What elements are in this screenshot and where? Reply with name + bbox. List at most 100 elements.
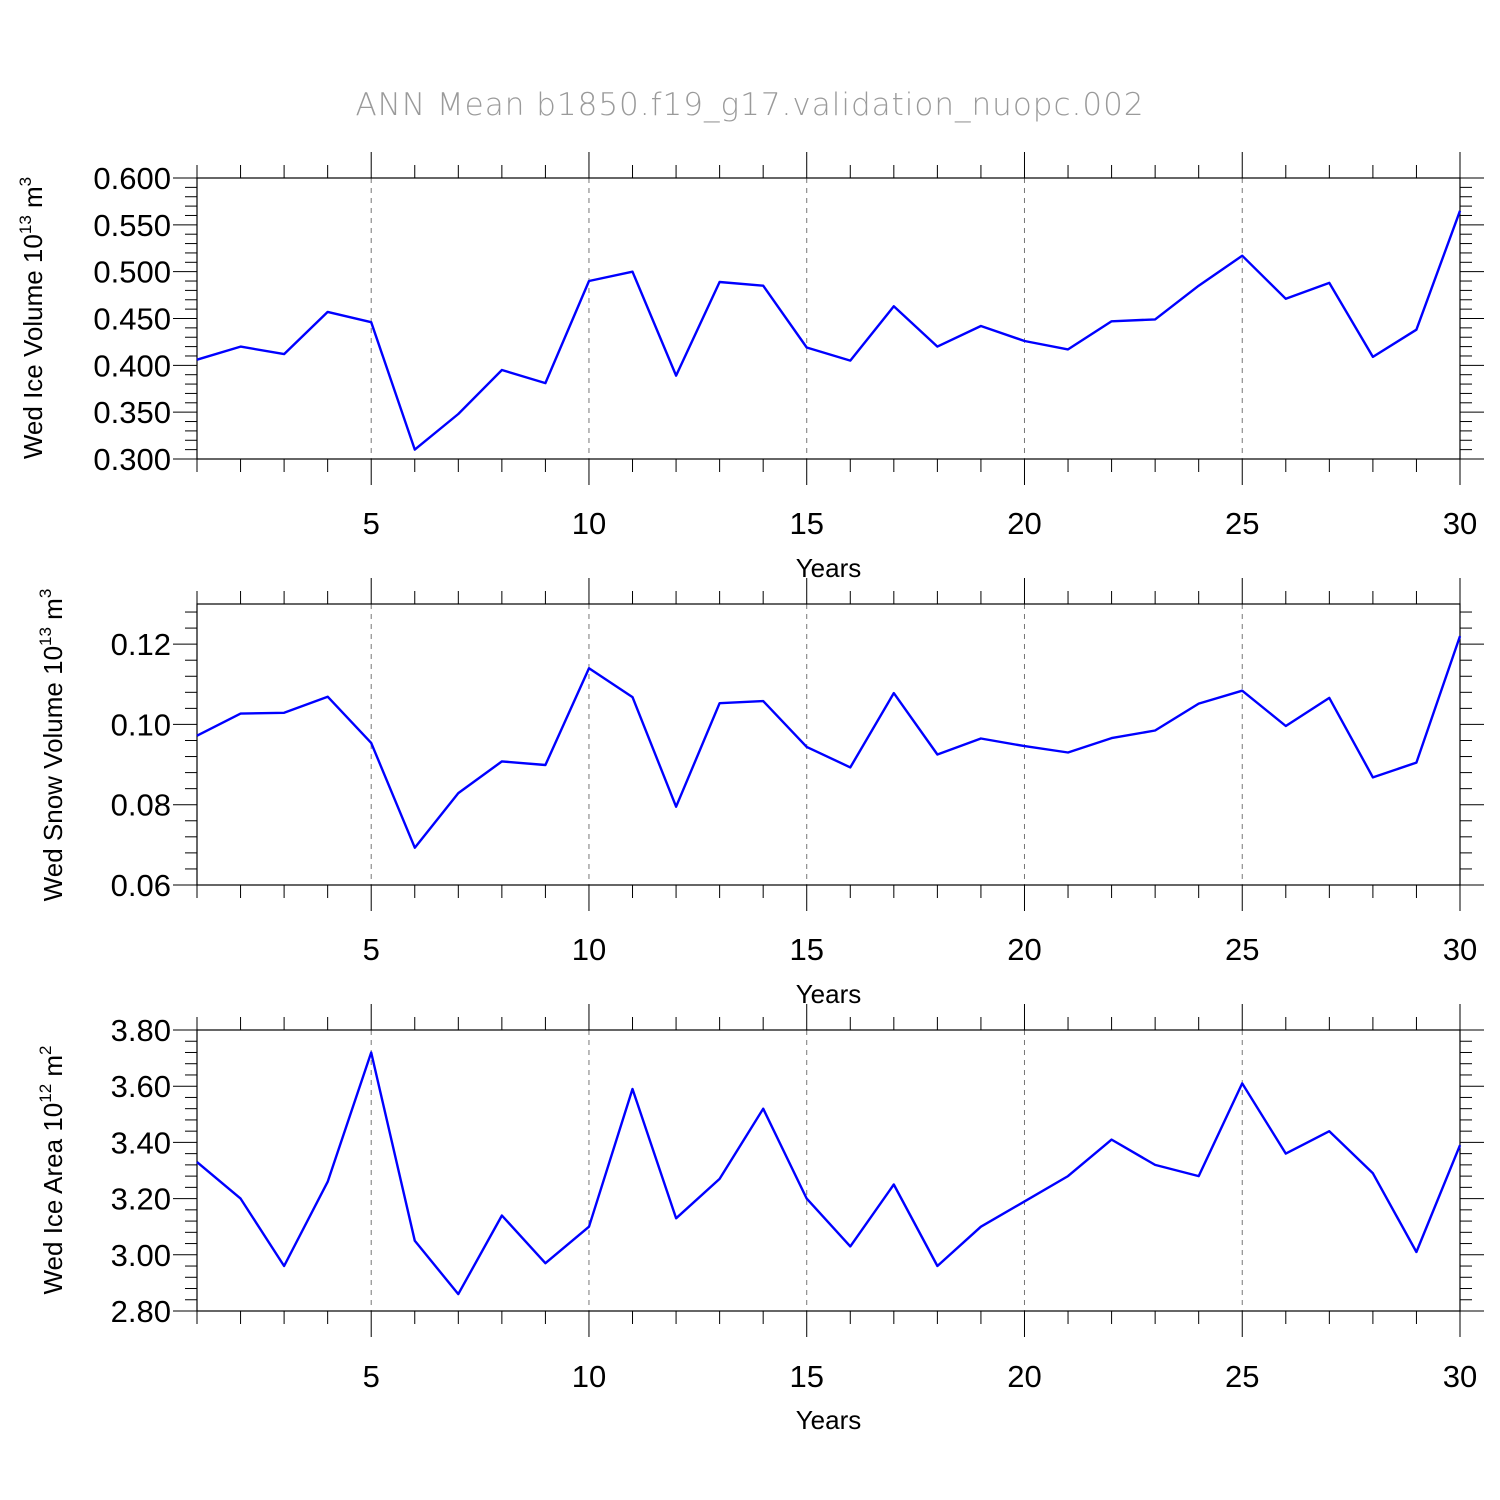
y-tick-label: 3.00 [111, 1238, 171, 1273]
y-tick-label: 0.400 [93, 348, 171, 383]
y-axis-title: Wed Snow Volume 1013 m3 [36, 589, 68, 902]
y-tick-label: 0.12 [111, 627, 171, 662]
chart-title: ANN Mean b1850.f19_g17.validation_nuopc.… [355, 87, 1144, 123]
x-tick-label: 20 [1007, 506, 1041, 541]
data-point [674, 805, 678, 809]
data-point [543, 763, 547, 767]
data-point [1153, 1163, 1157, 1167]
data-point [892, 691, 896, 695]
data-point [1197, 284, 1201, 288]
x-axis-title: Years [796, 979, 862, 1009]
y-tick-label: 0.300 [93, 442, 171, 477]
data-point [1371, 775, 1375, 779]
data-point [1371, 1171, 1375, 1175]
data-point [282, 1264, 286, 1268]
data-point [369, 1050, 373, 1054]
data-point [1197, 702, 1201, 706]
data-point [195, 358, 199, 362]
data-point [1414, 1250, 1418, 1254]
y-tick-label: 0.450 [93, 302, 171, 337]
data-point [195, 734, 199, 738]
data-point [1240, 254, 1244, 258]
data-point [718, 1177, 722, 1181]
data-point [282, 711, 286, 715]
data-point [805, 1197, 809, 1201]
data-point [326, 1180, 330, 1184]
data-point [935, 753, 939, 757]
data-point [500, 1213, 504, 1217]
y-axis-title: Wed Ice Area 1012 m2 [36, 1045, 68, 1294]
panel-1: 0.300 0.350 0.400 0.450 0.500 0.550 0.600 5 10 15… [16, 152, 1484, 583]
data-point [369, 741, 373, 745]
data-point [1414, 328, 1418, 332]
data-point [805, 745, 809, 749]
data-point [195, 1160, 199, 1164]
data-point [631, 1087, 635, 1091]
plot-frame [196, 1029, 1461, 1312]
data-point [1458, 634, 1462, 638]
data-point [979, 736, 983, 740]
data-point [587, 1225, 591, 1229]
y-tick-label: 0.10 [111, 707, 171, 742]
y-tick-label: 0.600 [93, 161, 171, 196]
data-point [848, 765, 852, 769]
y-tick-label: 2.80 [111, 1294, 171, 1329]
data-point [456, 791, 460, 795]
data-point [413, 846, 417, 850]
data-point [413, 448, 417, 452]
data-point [805, 346, 809, 350]
panel-3: 2.80 3.00 3.20 3.40 3.60 3.80 5 10 15 20 25 30 Years… [36, 1004, 1484, 1435]
data-point [1371, 355, 1375, 359]
data-point [1066, 751, 1070, 755]
data-point [1458, 209, 1462, 213]
y-tick-label: 0.550 [93, 208, 171, 243]
series-line [196, 1051, 1462, 1296]
x-axis-title: Years [796, 553, 862, 583]
data-point [456, 1292, 460, 1296]
x-tick-label: 15 [789, 506, 823, 541]
data-point [1022, 339, 1026, 343]
x-tick-label: 10 [572, 506, 606, 541]
data-point [500, 368, 504, 372]
data-point [500, 759, 504, 763]
data-point [631, 270, 635, 274]
data-point [935, 345, 939, 349]
panel-2: 0.06 0.08 0.10 0.12 5 10 15 20 25 30 Years Wed Snow… [36, 578, 1484, 1009]
data-point [718, 280, 722, 284]
y-tick-label: 3.80 [111, 1013, 171, 1048]
data-point [1153, 317, 1157, 321]
x-tick-label: 10 [572, 932, 606, 967]
data-point [239, 712, 243, 716]
y-axis-title: Wed Ice Volume 1013 m3 [16, 177, 48, 459]
data-point [587, 666, 591, 670]
data-point [848, 359, 852, 363]
data-point [1110, 1138, 1114, 1142]
x-tick-label: 15 [789, 932, 823, 967]
x-tick-label: 20 [1007, 932, 1041, 967]
data-point [761, 1107, 765, 1111]
data-point [456, 412, 460, 416]
plot-frame [196, 603, 1461, 886]
data-point [848, 1244, 852, 1248]
data-point [587, 279, 591, 283]
data-point [935, 1264, 939, 1268]
data-point [979, 1225, 983, 1229]
y-tick-label: 0.350 [93, 395, 171, 430]
data-point [892, 1183, 896, 1187]
x-tick-label: 30 [1443, 932, 1477, 967]
data-point [1327, 281, 1331, 285]
y-tick-label: 0.08 [111, 788, 171, 823]
x-tick-label: 5 [363, 1359, 380, 1394]
data-point [1240, 689, 1244, 693]
y-tick-label: 0.500 [93, 255, 171, 290]
x-tick-label: 10 [572, 1359, 606, 1394]
data-point [543, 1261, 547, 1265]
y-tick-label: 3.40 [111, 1125, 171, 1160]
x-tick-label: 25 [1225, 1359, 1259, 1394]
data-point [979, 324, 983, 328]
data-point [1284, 724, 1288, 728]
series-line [196, 635, 1462, 849]
x-tick-label: 15 [789, 1359, 823, 1394]
y-tick-label: 3.20 [111, 1182, 171, 1217]
